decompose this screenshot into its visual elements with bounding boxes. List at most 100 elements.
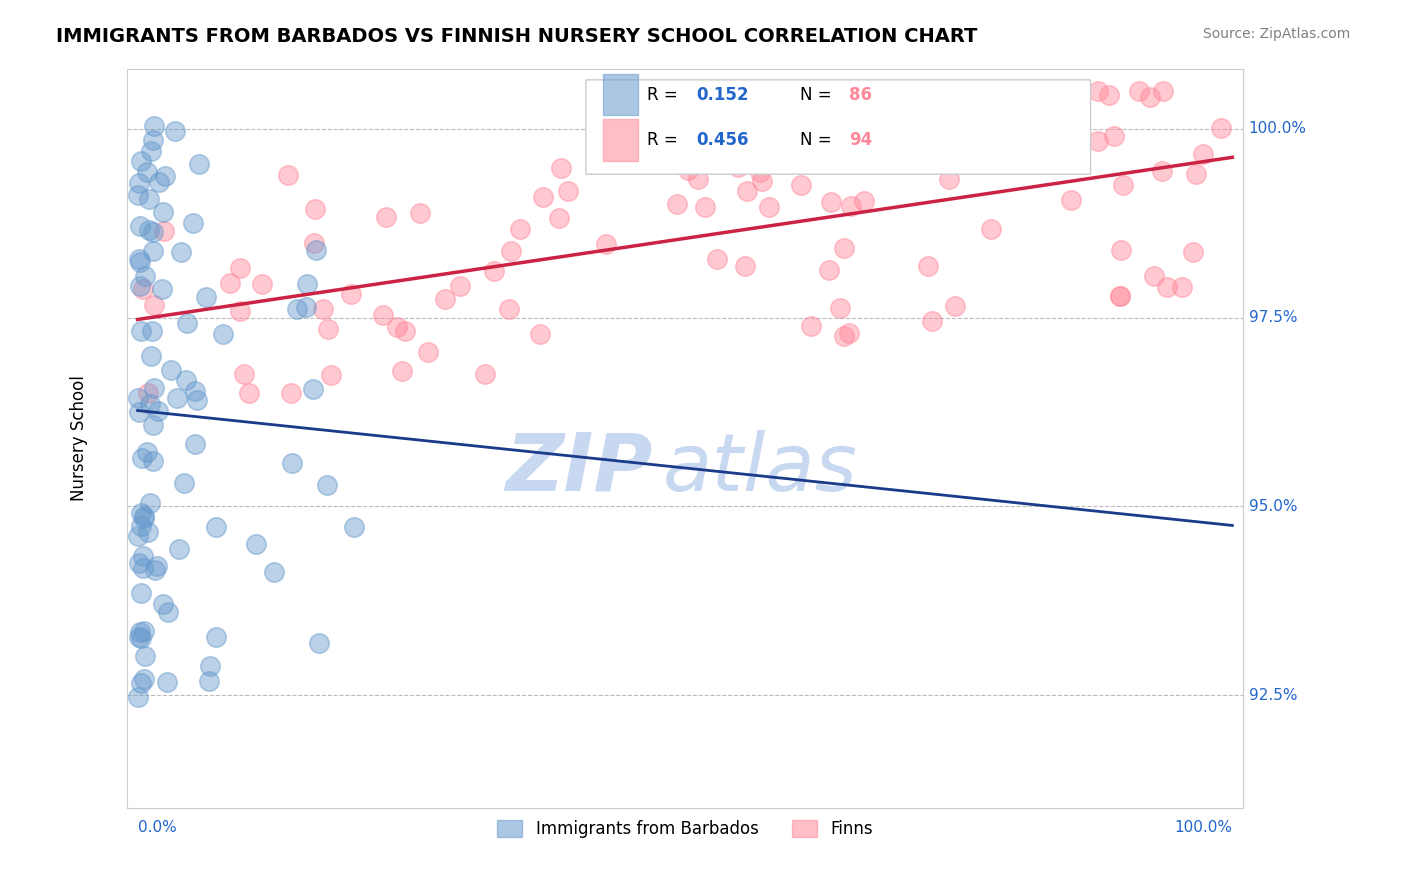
Point <box>132 511 155 525</box>
Point <box>148 175 170 189</box>
Point <box>176 373 198 387</box>
Point <box>218 276 240 290</box>
Text: R =: R = <box>647 131 683 149</box>
Point <box>387 319 409 334</box>
Point <box>132 508 155 523</box>
Point <box>128 219 150 233</box>
Point <box>832 329 855 343</box>
Point <box>134 648 156 663</box>
Point <box>371 308 394 322</box>
Point <box>374 211 396 225</box>
Point <box>228 260 250 275</box>
Point <box>1108 288 1130 302</box>
Point <box>790 178 813 193</box>
Point <box>308 636 330 650</box>
Point <box>129 675 152 690</box>
Point <box>433 292 456 306</box>
Point <box>474 367 496 381</box>
Text: 86: 86 <box>849 86 872 104</box>
Point <box>129 255 152 269</box>
Point <box>157 606 180 620</box>
Point <box>1128 84 1150 98</box>
Point <box>132 549 155 563</box>
Point <box>1087 134 1109 148</box>
Point <box>883 119 905 133</box>
Point <box>665 197 688 211</box>
Point <box>839 199 862 213</box>
Text: Source: ZipAtlas.com: Source: ZipAtlas.com <box>1202 27 1350 41</box>
Point <box>921 314 943 328</box>
Point <box>800 318 823 333</box>
Point <box>820 195 842 210</box>
Point <box>131 632 153 646</box>
Point <box>340 287 363 301</box>
Point <box>1112 178 1135 193</box>
Point <box>938 172 960 186</box>
Point <box>143 298 166 312</box>
Point <box>142 453 165 467</box>
Point <box>1059 142 1081 156</box>
Point <box>128 631 150 645</box>
Point <box>142 244 165 258</box>
Point <box>233 367 256 381</box>
Point <box>304 202 326 216</box>
Point <box>830 301 852 315</box>
Point <box>1185 167 1208 181</box>
Point <box>693 200 716 214</box>
Point <box>142 119 165 133</box>
Point <box>229 304 252 318</box>
Point <box>146 404 169 418</box>
Point <box>263 565 285 579</box>
Point <box>1021 84 1043 98</box>
Point <box>391 364 413 378</box>
Point <box>132 282 155 296</box>
Point <box>152 205 174 219</box>
Point <box>129 506 152 520</box>
Point <box>548 211 571 225</box>
Point <box>676 163 699 178</box>
Point <box>1211 120 1233 135</box>
Point <box>238 386 260 401</box>
Point <box>1143 268 1166 283</box>
Point <box>321 368 343 382</box>
Point <box>416 345 439 359</box>
Legend: Immigrants from Barbados, Finns: Immigrants from Barbados, Finns <box>491 813 879 845</box>
Point <box>127 187 149 202</box>
Point <box>156 675 179 690</box>
Point <box>706 252 728 267</box>
Point <box>132 560 155 574</box>
Point <box>198 659 221 673</box>
Point <box>142 417 165 432</box>
Point <box>150 282 173 296</box>
Point <box>145 559 167 574</box>
Point <box>1087 84 1109 98</box>
Point <box>138 496 160 510</box>
Point <box>153 224 176 238</box>
Point <box>980 222 1002 236</box>
Point <box>145 563 167 577</box>
Point <box>128 556 150 570</box>
Text: 0.152: 0.152 <box>696 86 748 104</box>
Point <box>409 206 432 220</box>
Point <box>134 269 156 284</box>
Text: 92.5%: 92.5% <box>1249 688 1298 703</box>
Point <box>136 444 159 458</box>
Point <box>153 169 176 184</box>
Point <box>139 145 162 159</box>
Point <box>817 263 839 277</box>
Point <box>849 127 872 141</box>
Point <box>688 172 710 186</box>
Point <box>302 383 325 397</box>
Point <box>277 169 299 183</box>
Point <box>205 630 228 644</box>
Text: IMMIGRANTS FROM BARBADOS VS FINNISH NURSERY SCHOOL CORRELATION CHART: IMMIGRANTS FROM BARBADOS VS FINNISH NURS… <box>56 27 977 45</box>
Point <box>449 279 471 293</box>
Point <box>997 84 1019 98</box>
Point <box>152 597 174 611</box>
Point <box>550 161 572 175</box>
Text: 0.456: 0.456 <box>696 131 748 149</box>
FancyBboxPatch shape <box>586 80 1091 174</box>
Point <box>141 133 163 147</box>
Point <box>295 300 318 314</box>
Text: N =: N = <box>800 131 837 149</box>
